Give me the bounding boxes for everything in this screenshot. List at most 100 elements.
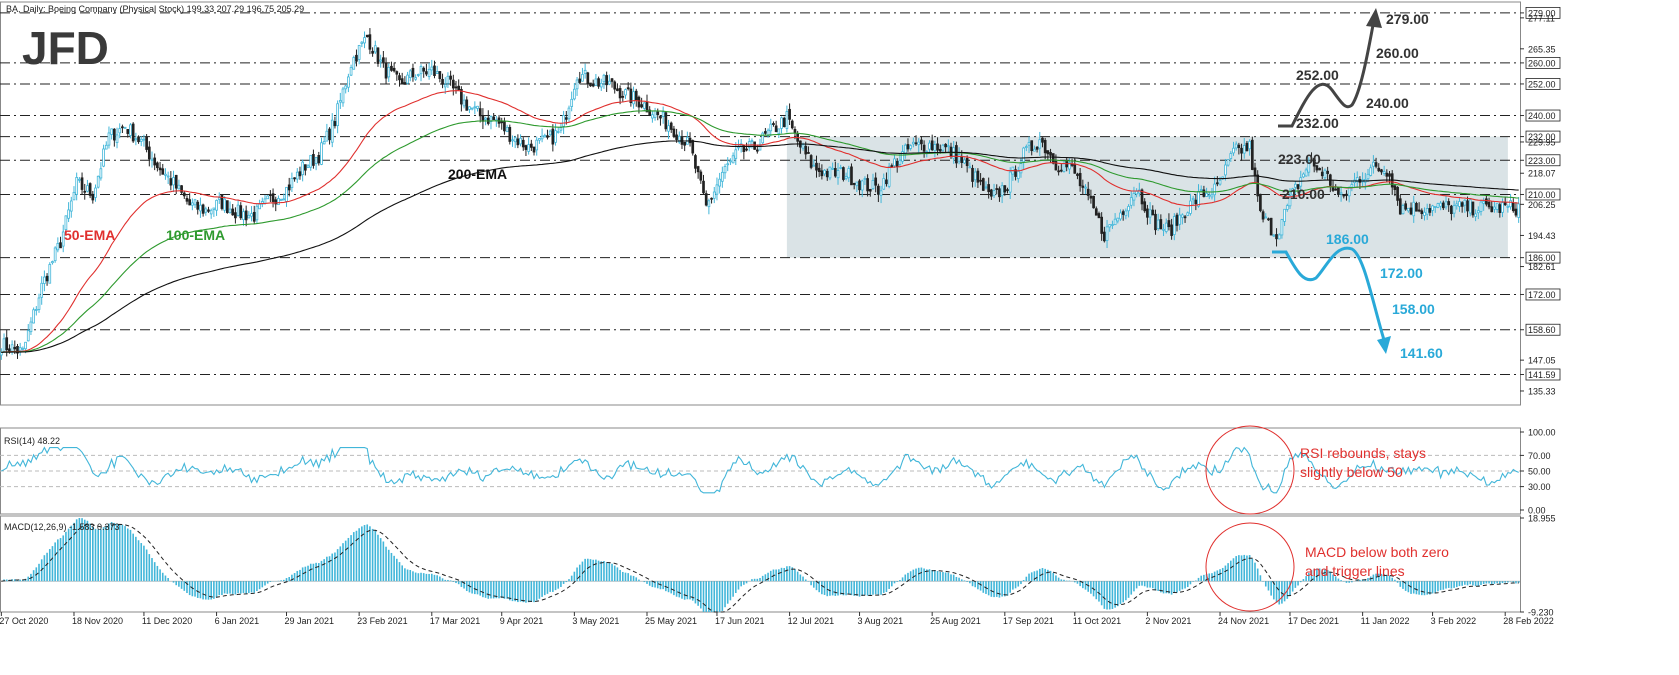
candle-body	[492, 116, 496, 120]
candle-body	[201, 204, 205, 214]
candle-body	[13, 346, 17, 350]
candle-body	[825, 170, 829, 178]
candle-body	[67, 209, 70, 219]
candle-body	[842, 167, 845, 180]
candle-body	[957, 154, 961, 162]
candle-body	[844, 176, 848, 180]
candle-body	[191, 202, 194, 206]
candle-body	[102, 148, 105, 167]
candle-body	[1323, 169, 1327, 179]
x-tick-label: 23 Feb 2021	[357, 616, 408, 626]
candle-body	[336, 103, 339, 127]
candle-body	[347, 76, 350, 88]
candle-body	[1027, 142, 1031, 146]
candle-body	[1132, 193, 1136, 201]
candle-body	[433, 65, 436, 76]
candle-body	[473, 106, 477, 109]
up-level-240: 240.00	[1366, 95, 1409, 111]
candle-body	[376, 47, 380, 64]
price-tick-label: 223.00	[1528, 156, 1556, 166]
candle-body	[858, 180, 861, 191]
candle-body	[933, 144, 937, 152]
candle-body	[608, 80, 611, 85]
candle-body	[1216, 182, 1219, 185]
candle-body	[616, 88, 619, 91]
level-tag	[1525, 188, 1561, 201]
candle-body	[1372, 161, 1375, 167]
candle-body	[320, 142, 323, 165]
candle-body	[936, 143, 939, 151]
price-tick-label: 141.59	[1528, 370, 1556, 380]
candle-body	[610, 78, 614, 82]
candle-body	[640, 104, 643, 108]
candle-body	[581, 73, 584, 82]
candle-body	[981, 178, 985, 191]
candle-body	[325, 130, 329, 142]
candle-body	[1124, 210, 1128, 217]
candle-body	[387, 66, 391, 78]
candle-body	[661, 111, 665, 117]
candle-body	[1181, 214, 1184, 218]
candle-body	[955, 145, 958, 164]
candle-body	[1474, 213, 1477, 217]
candle-body	[1466, 200, 1469, 212]
candle-body	[1423, 211, 1426, 216]
candle-body	[801, 144, 805, 149]
candle-body	[575, 79, 579, 90]
candle-body	[1043, 139, 1047, 154]
candle-body	[516, 138, 520, 146]
rsi-label: RSI(14) 48.22	[4, 436, 60, 446]
candle-body	[554, 130, 557, 143]
candle-body	[1285, 205, 1289, 210]
x-tick-label: 12 Jul 2021	[788, 616, 835, 626]
candle-body	[1202, 189, 1206, 197]
candle-body	[1310, 159, 1313, 162]
candle-body	[998, 188, 1001, 198]
candle-body	[392, 67, 396, 72]
candle-body	[43, 276, 46, 284]
candle-body	[344, 85, 348, 90]
candle-body	[338, 100, 342, 103]
candle-body	[659, 115, 662, 119]
candle-body	[484, 117, 487, 120]
candle-body	[269, 194, 272, 197]
candle-body	[1049, 152, 1052, 156]
candle-body	[672, 128, 676, 137]
candle-body	[104, 144, 108, 150]
up-level-232: 232.00	[1296, 115, 1339, 131]
candle-body	[228, 208, 232, 213]
candle-body	[1140, 189, 1144, 205]
candle-body	[207, 209, 210, 212]
candle-body	[920, 139, 923, 145]
candle-body	[726, 163, 730, 166]
candle-body	[349, 67, 353, 76]
candle-body	[1407, 207, 1410, 212]
x-tick-label: 27 Oct 2020	[0, 616, 48, 626]
jfd-logo: JFD	[22, 22, 109, 74]
candle-body	[1425, 208, 1429, 215]
candle-body	[414, 77, 417, 80]
candle-body	[126, 129, 130, 134]
candle-body	[667, 125, 670, 132]
candle-body	[1369, 167, 1373, 176]
x-tick-label: 3 Aug 2021	[858, 616, 904, 626]
candle-body	[2, 338, 6, 352]
candle-body	[758, 143, 762, 151]
ema100-line	[1, 110, 1519, 353]
candle-body	[1471, 201, 1475, 216]
candle-body	[774, 125, 778, 132]
candle-body	[360, 41, 364, 44]
ema50-label: 50-EMA	[64, 227, 115, 243]
candle-body	[123, 126, 127, 129]
candle-body	[860, 180, 864, 191]
candle-body	[271, 193, 275, 202]
x-tick-label: 24 Nov 2021	[1218, 616, 1269, 626]
candle-body	[1355, 177, 1359, 183]
candle-body	[597, 78, 600, 87]
candle-body	[895, 160, 899, 167]
rsi-tick-label: 100.00	[1528, 428, 1556, 438]
candle-body	[457, 85, 461, 91]
candle-body	[1256, 174, 1260, 197]
candle-body	[887, 166, 891, 187]
candle-body	[992, 190, 996, 196]
